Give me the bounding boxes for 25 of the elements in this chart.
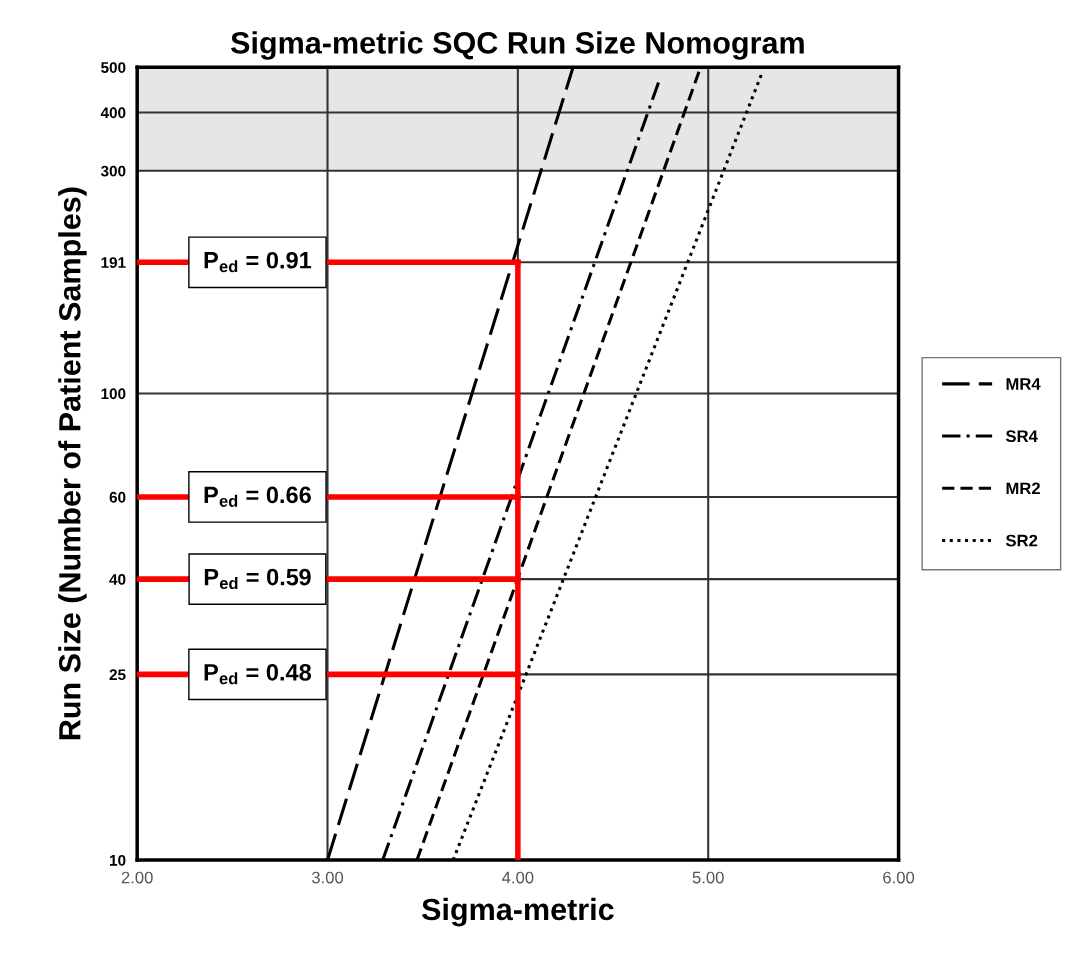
x-tick-label: 4.00 (502, 871, 534, 884)
legend-label: MR4 (1006, 378, 1041, 390)
legend-label: SR2 (1005, 534, 1038, 547)
y-tick-label: 10 (110, 854, 126, 866)
x-tick-label: 6.00 (883, 871, 915, 884)
y-tick-label: 25 (109, 669, 126, 681)
y-tick-label: 40 (109, 574, 126, 585)
y-tick-label: 60 (109, 491, 126, 503)
x-tick-label: 2.00 (121, 871, 153, 884)
annotation: P$_{ed}$ = 0.48 (204, 663, 312, 685)
legend-label: SR4 (1005, 430, 1038, 443)
y-tick-label: 300 (100, 165, 126, 177)
x-axis-title: Sigma-metric (421, 897, 614, 927)
annotation: P$_{ed}$ = 0.59 (204, 568, 311, 590)
y-tick-label: 400 (100, 107, 126, 119)
y-tick-label: 500 (101, 62, 126, 73)
annotation: P$_{ed}$ = 0.66 (204, 486, 311, 507)
legend-label: MR2 (1006, 482, 1040, 495)
y-tick-label: 100 (101, 388, 126, 400)
y-axis-title: Run Size (Number of Patient Samples) (58, 187, 87, 740)
x-tick-label: 5.00 (692, 871, 724, 884)
y-tick-label: 191 (101, 257, 126, 268)
x-tick-label: 3.00 (311, 871, 344, 884)
chart-title: Sigma-metric SQC Run Size Nomogram (230, 31, 804, 60)
annotation: P$_{ed}$ = 0.91 (204, 251, 312, 273)
